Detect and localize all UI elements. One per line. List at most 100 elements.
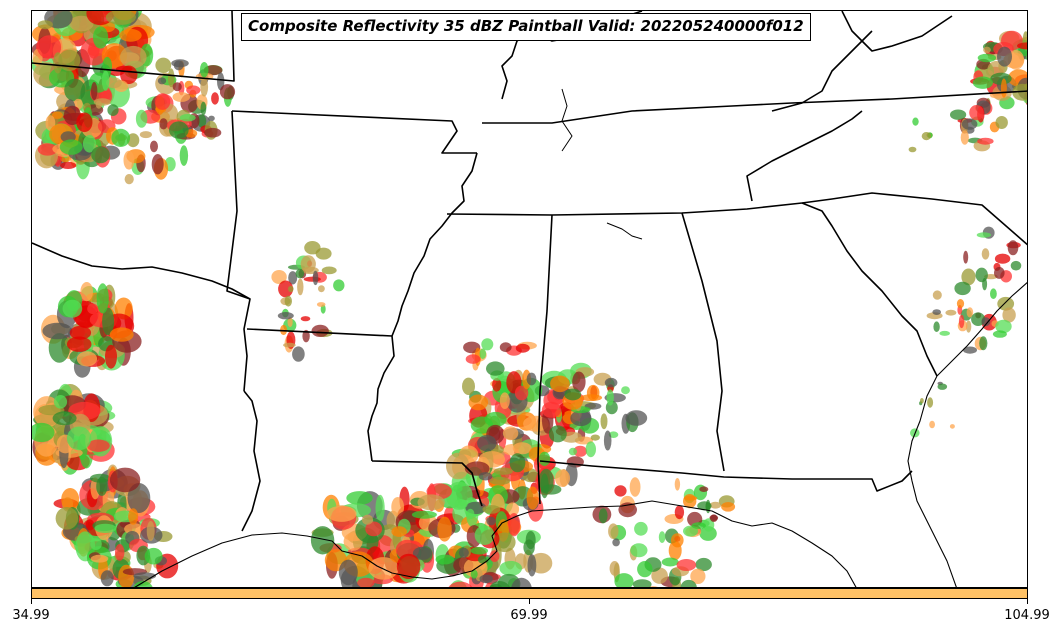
reflectivity-blob [69, 325, 92, 340]
reflectivity-blob [172, 82, 182, 92]
reflectivity-blob [637, 561, 653, 578]
reflectivity-blob [219, 84, 236, 100]
reflectivity-blob [292, 346, 305, 362]
reflectivity-blob [155, 57, 172, 73]
reflectivity-blob [721, 502, 736, 512]
reflectivity-blob [625, 410, 648, 426]
reflectivity-blob [470, 569, 478, 579]
map-canvas [32, 11, 1027, 587]
reflectivity-blob [200, 77, 209, 97]
reflectivity-blob [37, 20, 53, 30]
reflectivity-blob [312, 270, 319, 286]
reflectivity-blob [921, 132, 932, 141]
reflectivity-blob [482, 505, 501, 514]
reflectivity-blob [146, 521, 155, 541]
reflectivity-blob [362, 514, 373, 525]
reflectivity-blob [311, 324, 329, 337]
reflectivity-blob [310, 526, 335, 555]
reflectivity-blob [912, 117, 919, 126]
reflectivity-blob [990, 72, 1012, 85]
colorbar-tick-max [1027, 599, 1028, 604]
reflectivity-blob [87, 303, 99, 315]
reflectivity-blob [107, 104, 119, 116]
reflectivity-blob [106, 77, 122, 89]
reflectivity-blob [124, 174, 134, 185]
reflectivity-blob [969, 105, 984, 121]
reflectivity-blob [303, 276, 321, 282]
reflectivity-blob [135, 109, 148, 128]
reflectivity-blob [479, 574, 493, 584]
reflectivity-blob [295, 268, 305, 279]
reflectivity-blob [499, 560, 522, 576]
reflectivity-blob [478, 472, 493, 481]
reflectivity-blob [933, 321, 940, 333]
reflectivity-blob [499, 342, 512, 353]
reflectivity-blob [958, 314, 965, 329]
reflectivity-blob [91, 146, 110, 164]
reflectivity-blob [961, 118, 978, 130]
reflectivity-blob [144, 547, 163, 565]
reflectivity-blob [179, 145, 189, 166]
reflectivity-blob [526, 372, 537, 386]
reflectivity-blob [674, 478, 681, 491]
reflectivity-blob [288, 285, 294, 293]
reflectivity-blob [316, 302, 326, 307]
reflectivity-blob [527, 554, 537, 577]
reflectivity-blob [217, 72, 225, 91]
reflectivity-blob [981, 317, 991, 327]
reflectivity-blob [80, 282, 93, 302]
reflectivity-blob [304, 241, 321, 255]
reflectivity-blob [466, 508, 475, 520]
reflectivity-blob [85, 519, 95, 531]
reflectivity-blob [995, 116, 1008, 129]
reflectivity-blob [920, 398, 924, 404]
reflectivity-blob [51, 111, 63, 119]
map-panel [31, 10, 1028, 588]
reflectivity-blob [55, 507, 79, 530]
reflectivity-blob [277, 312, 294, 320]
reflectivity-blob [1002, 307, 1016, 323]
reflectivity-blob [997, 46, 1012, 67]
reflectivity-blob [939, 330, 950, 336]
reflectivity-blob [691, 522, 706, 529]
reflectivity-blob [465, 354, 481, 364]
reflectivity-blob [945, 309, 957, 316]
ky-va [771, 30, 873, 112]
ok-ar-border [226, 110, 251, 392]
reflectivity-blob [437, 516, 452, 542]
reflectivity-blob [300, 255, 316, 273]
reflectivity-blob [172, 92, 191, 102]
reflectivity-blob [477, 435, 497, 452]
reflectivity-blob [169, 121, 189, 139]
reflectivity-blob [690, 568, 706, 584]
reflectivity-blob [1017, 42, 1027, 50]
reflectivity-blob [37, 35, 62, 59]
reflectivity-blob [412, 546, 432, 560]
reflectivity-blob [486, 361, 505, 376]
reflectivity-blob [614, 573, 634, 587]
reflectivity-blob [629, 477, 641, 497]
reflectivity-blob [173, 60, 184, 71]
reflectivity-blob [523, 539, 535, 556]
reflectivity-blob [37, 143, 58, 156]
reflectivity-blob [484, 411, 507, 427]
reflectivity-blob [76, 112, 93, 133]
reflectivity-blob [932, 290, 942, 300]
reflectivity-blob [661, 557, 679, 567]
reflectivity-blob [157, 77, 167, 85]
reflectivity-blob [120, 45, 147, 69]
reflectivity-blob [683, 525, 698, 537]
reflectivity-blob [435, 554, 455, 565]
reflectivity-blob [705, 499, 711, 514]
reflectivity-blob [568, 447, 578, 456]
reflectivity-blob [972, 76, 994, 89]
reflectivity-blob [479, 348, 487, 360]
reflectivity-blob [93, 26, 109, 49]
reflectivity-blob [671, 533, 684, 548]
colorbar-tick-label-max: 104.99 [1004, 608, 1050, 623]
reflectivity-blob [995, 319, 1012, 334]
reflectivity-blob [994, 253, 1011, 264]
reflectivity-blob [60, 161, 77, 169]
reflectivity-blob [937, 383, 948, 390]
reflectivity-blob [603, 430, 612, 451]
